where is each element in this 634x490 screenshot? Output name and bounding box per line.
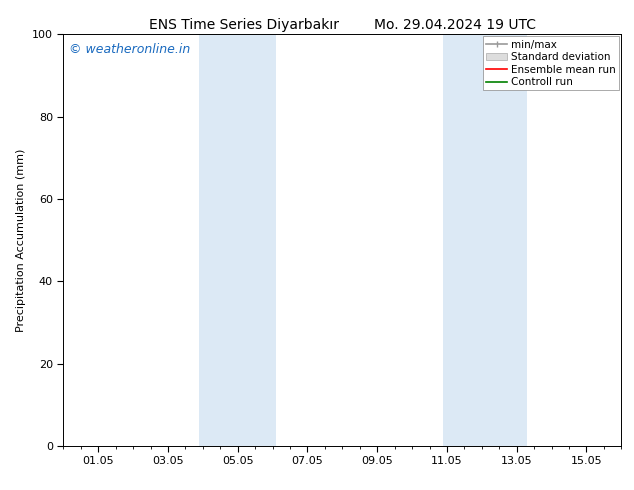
Y-axis label: Precipitation Accumulation (mm): Precipitation Accumulation (mm) <box>16 148 27 332</box>
Bar <box>236 34 276 446</box>
Legend: min/max, Standard deviation, Ensemble mean run, Controll run: min/max, Standard deviation, Ensemble me… <box>483 36 619 91</box>
Bar <box>480 34 527 446</box>
Bar <box>199 34 236 446</box>
Text: © weatheronline.in: © weatheronline.in <box>69 43 190 55</box>
Title: ENS Time Series Diyarbakır        Mo. 29.04.2024 19 UTC: ENS Time Series Diyarbakır Mo. 29.04.202… <box>149 18 536 32</box>
Bar <box>443 34 480 446</box>
